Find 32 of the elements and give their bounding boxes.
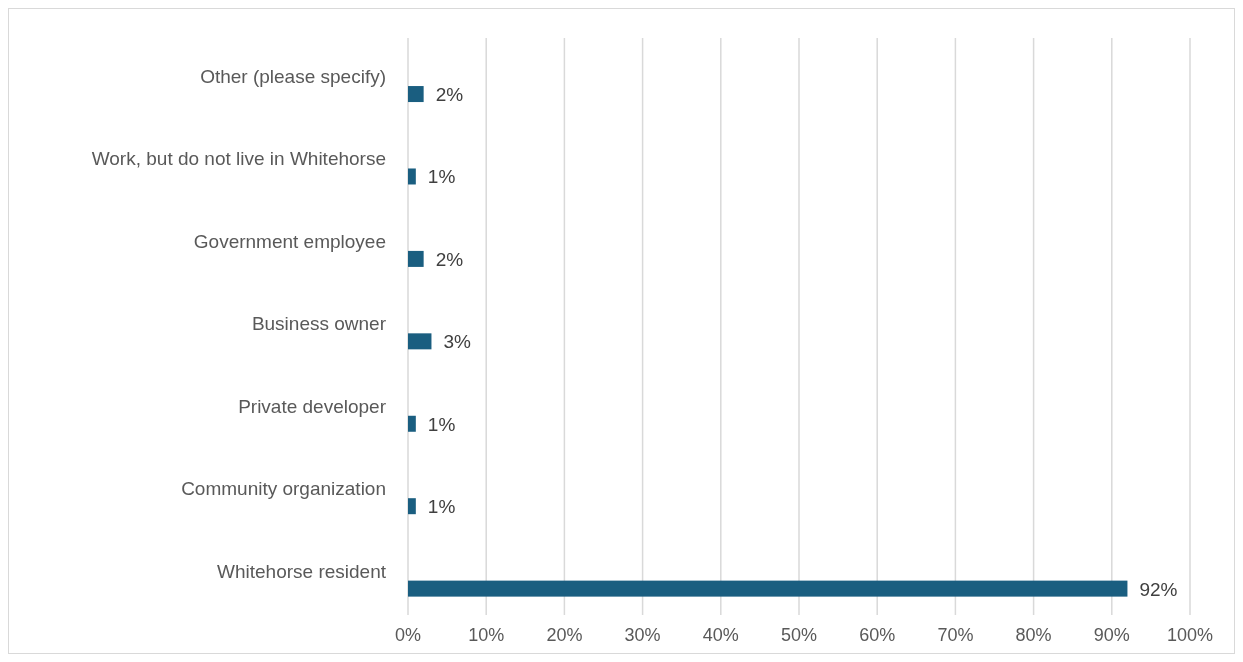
y-tick-label: Private developer <box>238 395 387 417</box>
y-tick-label: Work, but do not live in Whitehorse <box>91 148 386 170</box>
y-tick-label: Business owner <box>251 313 387 335</box>
x-tick-label: 10% <box>468 625 505 645</box>
data-label: 2% <box>435 248 464 270</box>
bar <box>408 333 432 350</box>
x-tick-label: 90% <box>1093 625 1130 645</box>
bar <box>408 250 424 267</box>
bar <box>408 86 424 103</box>
data-label: 92% <box>1139 578 1178 600</box>
data-label: 1% <box>427 413 456 435</box>
x-tick-label: 30% <box>624 625 661 645</box>
y-tick-label: Other (please specify) <box>200 66 386 88</box>
y-tick-label: Community organization <box>181 478 386 500</box>
x-tick-label: 40% <box>702 625 739 645</box>
x-tick-label: 20% <box>546 625 583 645</box>
x-tick-label: 0% <box>394 625 422 645</box>
x-tick-label: 50% <box>780 625 818 645</box>
data-label: 3% <box>443 331 472 353</box>
bar <box>408 168 416 185</box>
data-label: 1% <box>427 496 456 518</box>
y-tick-label: Government employee <box>193 230 386 252</box>
bar <box>408 415 416 432</box>
x-tick-label: 80% <box>1015 625 1052 645</box>
bar <box>408 580 1128 597</box>
data-label: 2% <box>435 84 464 106</box>
data-label: 1% <box>427 166 456 188</box>
bar <box>408 498 416 515</box>
x-tick-label: 100% <box>1166 625 1214 645</box>
y-tick-label: Whitehorse resident <box>217 560 387 582</box>
x-tick-label: 70% <box>937 625 974 645</box>
x-tick-label: 60% <box>859 625 896 645</box>
